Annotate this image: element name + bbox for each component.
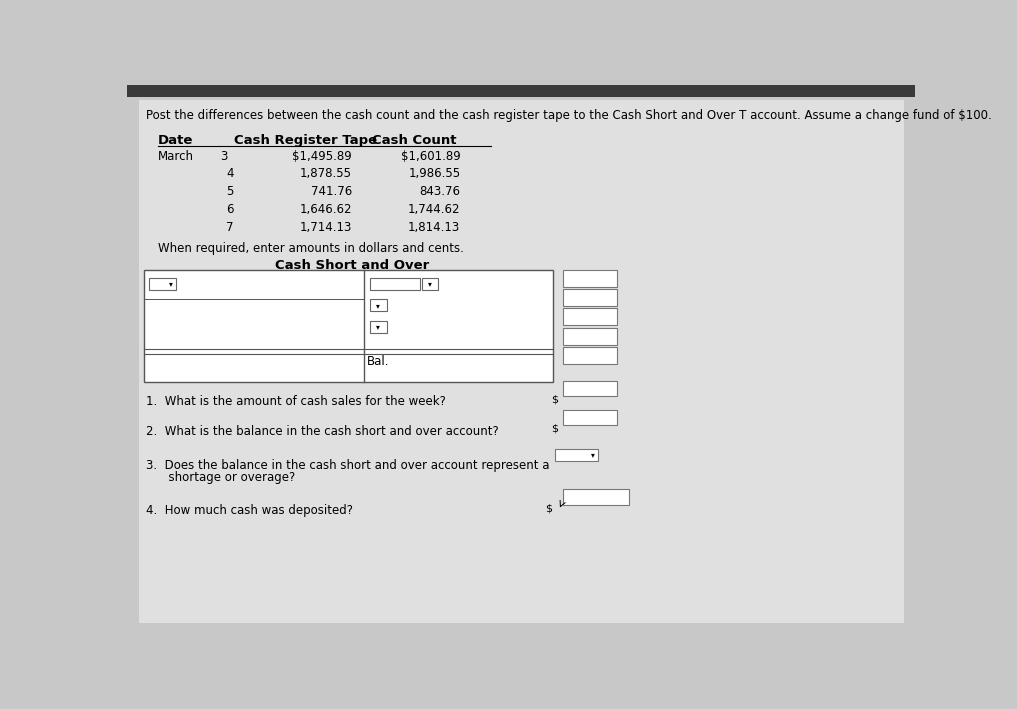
Text: 843.76: 843.76 (419, 185, 461, 199)
Text: Cash Register Tape: Cash Register Tape (234, 135, 377, 147)
Bar (562, 489, 629, 505)
Text: ▾: ▾ (170, 279, 173, 289)
Text: Bal.: Bal. (367, 355, 390, 369)
Text: Date: Date (158, 135, 193, 147)
Bar (422, 278, 438, 290)
Text: 6: 6 (227, 203, 234, 216)
Bar (562, 328, 617, 345)
Text: $: $ (545, 503, 552, 513)
Text: 1,986.55: 1,986.55 (408, 167, 461, 181)
Text: $1,601.89: $1,601.89 (401, 150, 461, 163)
Bar (127, 85, 915, 97)
Bar (555, 449, 598, 461)
Text: ▾: ▾ (376, 323, 380, 331)
Text: 1,714.13: 1,714.13 (299, 220, 352, 233)
Text: When required, enter amounts in dollars and cents.: When required, enter amounts in dollars … (158, 242, 464, 255)
Text: 7: 7 (227, 220, 234, 233)
Text: $: $ (551, 395, 558, 405)
Text: 1,646.62: 1,646.62 (299, 203, 352, 216)
Text: $: $ (551, 424, 558, 434)
Text: shortage or overage?: shortage or overage? (146, 471, 296, 484)
Text: 741.76: 741.76 (310, 185, 352, 199)
Text: 1.  What is the amount of cash sales for the week?: 1. What is the amount of cash sales for … (146, 396, 446, 408)
Text: Cash Count: Cash Count (371, 135, 457, 147)
Text: Post the differences between the cash count and the cash register tape to the Ca: Post the differences between the cash co… (146, 109, 993, 122)
Bar (562, 410, 617, 425)
Bar (562, 381, 617, 396)
Text: 1,814.13: 1,814.13 (408, 220, 461, 233)
Bar (148, 278, 176, 290)
Text: ▾: ▾ (376, 301, 380, 310)
Text: Cash Short and Over: Cash Short and Over (275, 259, 429, 272)
Text: 3.  Does the balance in the cash short and over account represent a: 3. Does the balance in the cash short an… (146, 459, 550, 472)
Bar (370, 278, 420, 290)
Text: 1,744.62: 1,744.62 (408, 203, 461, 216)
Text: 2.  What is the balance in the cash short and over account?: 2. What is the balance in the cash short… (146, 425, 499, 437)
Text: $1,495.89: $1,495.89 (292, 150, 352, 163)
Bar (562, 270, 617, 287)
Text: 4.  How much cash was deposited?: 4. How much cash was deposited? (146, 504, 354, 517)
Bar (144, 270, 553, 381)
Text: 3: 3 (220, 150, 228, 163)
Bar (562, 289, 617, 306)
Text: 1,878.55: 1,878.55 (300, 167, 352, 181)
Text: 5: 5 (227, 185, 234, 199)
Bar (562, 347, 617, 364)
Bar (370, 320, 386, 333)
Bar (370, 299, 386, 311)
Text: 4: 4 (227, 167, 234, 181)
Bar (562, 308, 617, 325)
Text: March: March (158, 150, 194, 163)
Text: ▾: ▾ (591, 450, 595, 459)
Text: ▾: ▾ (428, 279, 432, 289)
